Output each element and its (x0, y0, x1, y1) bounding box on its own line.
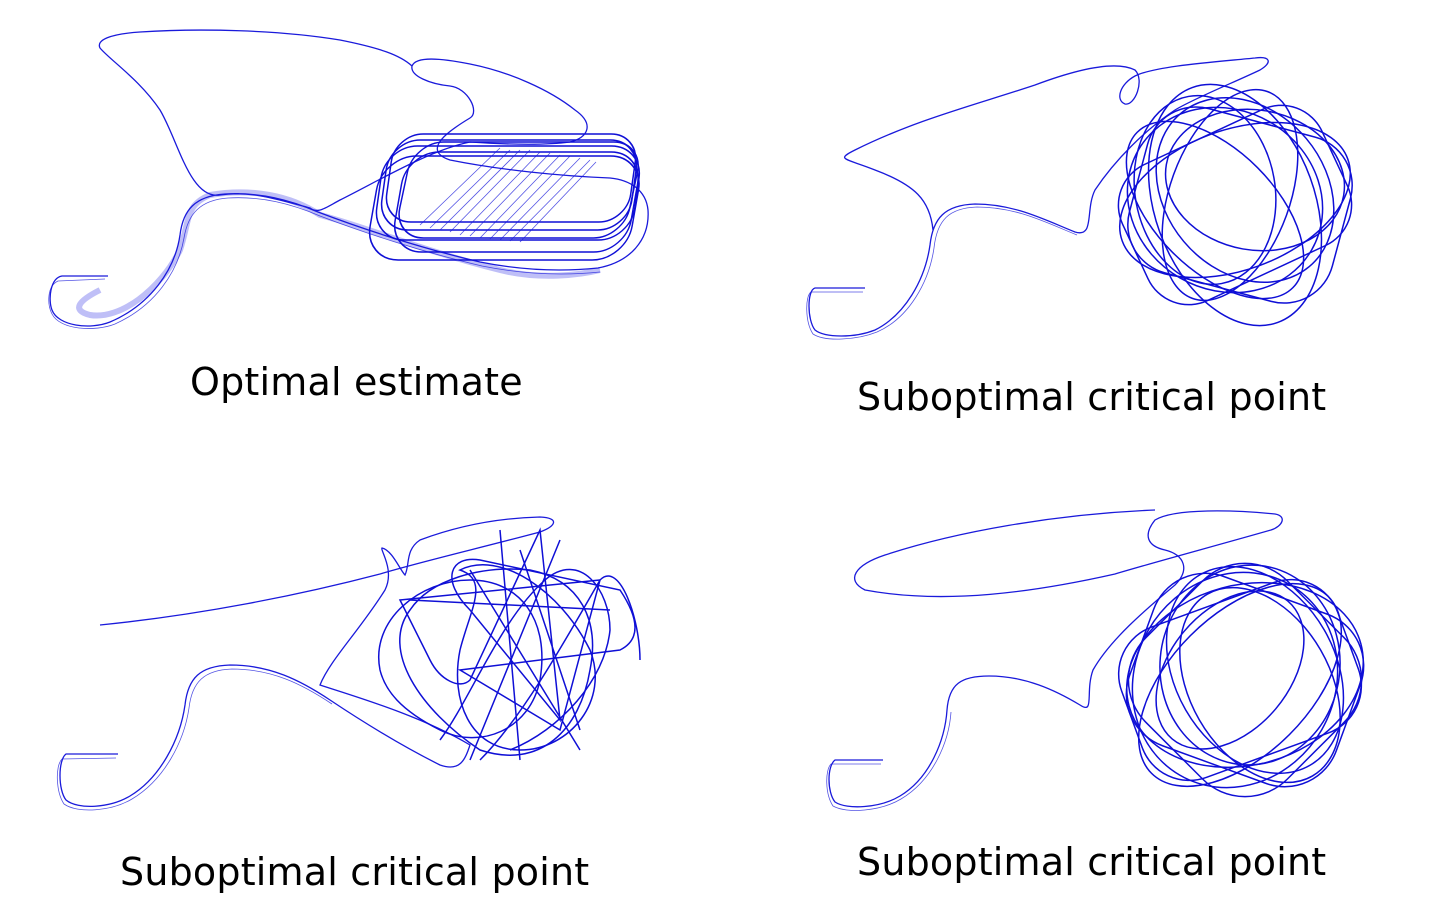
trajectory-suboptimal-3 (826, 509, 1365, 811)
trajectory-outer (828, 509, 1283, 808)
trajectory-outer-2 (48, 197, 601, 329)
trajectory-suboptimal-1 (806, 56, 1353, 340)
loop-cluster-suboptimal-1 (1117, 83, 1353, 327)
caption-suboptimal-2: Suboptimal critical point (120, 850, 590, 894)
panel-optimal: Optimal estimate (0, 0, 715, 440)
panel-suboptimal-1: Suboptimal critical point (715, 0, 1430, 440)
trajectory-suboptimal-2 (56, 516, 641, 811)
trajectory-optimal (48, 29, 649, 329)
trajectory-outer (808, 56, 1269, 337)
caption-suboptimal-1: Suboptimal critical point (857, 375, 1327, 419)
trajectory-band (76, 189, 601, 319)
caption-optimal: Optimal estimate (190, 360, 523, 404)
loop-cluster-suboptimal-3 (1117, 562, 1365, 798)
loop-cluster-optimal (368, 133, 641, 261)
trajectory-outer (49, 29, 649, 327)
panel-suboptimal-2: Suboptimal critical point (0, 470, 715, 916)
loop-cluster-suboptimal-2 (377, 527, 641, 761)
caption-suboptimal-3: Suboptimal critical point (857, 840, 1327, 884)
panel-suboptimal-3: Suboptimal critical point (715, 470, 1430, 916)
